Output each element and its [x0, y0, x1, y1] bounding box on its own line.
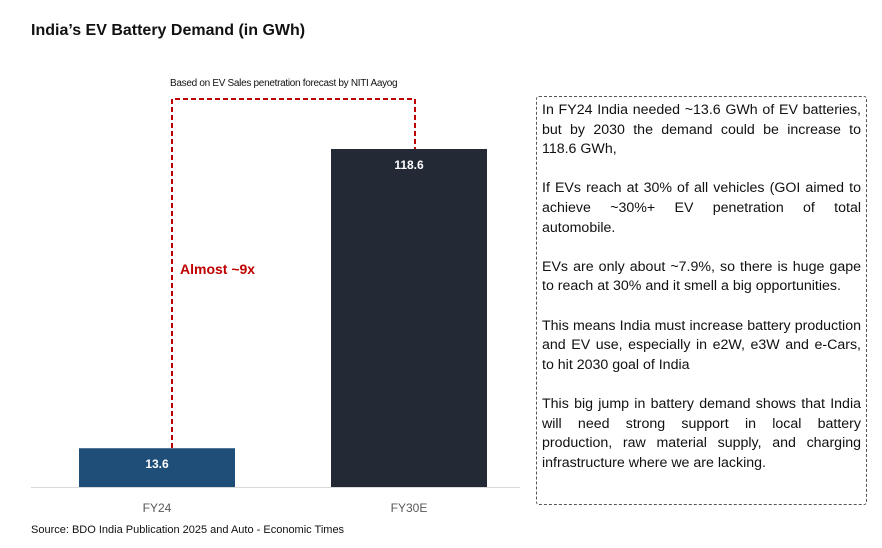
growth-multiplier-label: Almost ~9x [180, 261, 256, 277]
commentary-paragraph: In FY24 India needed ~13.6 GWh of EV bat… [542, 102, 861, 158]
x-tick-label: FY30E [391, 501, 428, 515]
commentary-box: In FY24 India needed ~13.6 GWh of EV bat… [536, 96, 867, 505]
chart-title: India’s EV Battery Demand (in GWh) [31, 22, 306, 39]
commentary-paragraph: If EVs reach at 30% of all vehicles (GOI… [542, 180, 861, 236]
bar-fy30e [331, 149, 487, 487]
commentary-paragraph: EVs are only about ~7.9%, so there is hu… [542, 258, 861, 295]
forecast-note: Based on EV Sales penetration forecast b… [170, 78, 398, 89]
bar-chart: 13.6 FY24 118.6 FY30E [31, 98, 520, 515]
bar-fy24 [79, 448, 235, 487]
commentary-paragraph: This big jump in battery demand shows th… [542, 395, 861, 471]
growth-bracket-dashed-line [171, 98, 416, 448]
x-tick-label: FY24 [143, 501, 172, 515]
source-note: Source: BDO India Publication 2025 and A… [31, 524, 345, 536]
data-label: 118.6 [394, 158, 424, 172]
data-label: 13.6 [145, 457, 169, 471]
commentary-paragraph: This means India must increase battery p… [542, 317, 861, 373]
